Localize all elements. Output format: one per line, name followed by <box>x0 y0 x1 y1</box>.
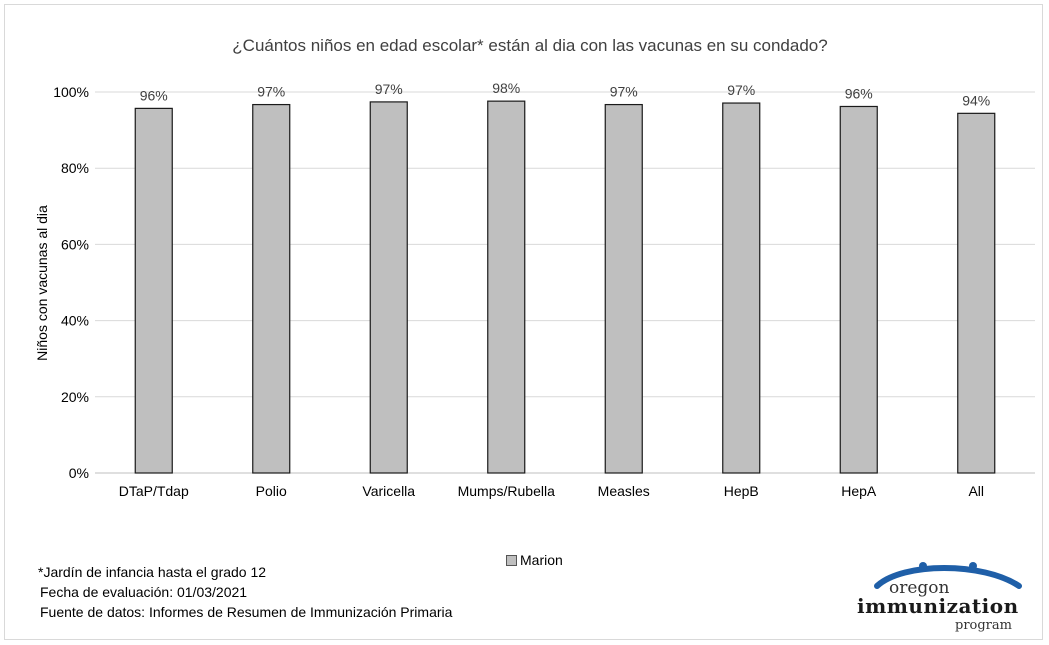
data-label: 98% <box>492 80 520 96</box>
y-tick-label: 40% <box>61 313 89 329</box>
y-tick-label: 100% <box>53 84 89 100</box>
data-label: 97% <box>257 84 285 100</box>
bar <box>604 103 643 474</box>
data-label: 97% <box>727 82 755 98</box>
data-label: 97% <box>375 81 403 97</box>
bar <box>252 103 291 474</box>
legend: Marion <box>506 552 563 568</box>
bars <box>134 100 996 474</box>
legend-swatch <box>506 554 517 566</box>
bar <box>487 100 526 474</box>
bar <box>839 105 878 474</box>
x-tick-label: Varicella <box>362 483 415 499</box>
y-axis-label: Niños con vacunas al dia <box>34 205 50 361</box>
data-label: 96% <box>140 87 168 103</box>
y-axis-ticks: 0% 20% 40% 60% 80% 100% <box>53 84 89 481</box>
data-label: 97% <box>610 84 638 100</box>
footnote-evaluation-date: Fecha de evaluación: 01/03/2021 <box>40 584 248 600</box>
bar <box>722 102 761 474</box>
logo-word-program: program <box>955 618 1012 633</box>
x-tick-label: DTaP/Tdap <box>119 483 189 499</box>
y-tick-label: 60% <box>61 236 89 252</box>
chart-title: ¿Cuántos niños en edad escolar* están al… <box>232 36 827 55</box>
x-tick-label: HepB <box>724 483 759 499</box>
logo-word-oregon: oregon <box>889 578 950 598</box>
bar <box>957 112 996 474</box>
logo-word-immunization: immunization <box>857 594 1019 618</box>
data-labels: 96% 97% 97% 98% 97% 97% 96% 94% <box>140 80 991 108</box>
x-tick-label: Polio <box>256 483 287 499</box>
gridlines <box>95 91 1035 474</box>
y-tick-label: 0% <box>69 465 89 481</box>
logo-arc-icon <box>874 562 1022 589</box>
oregon-immunization-logo: oregon immunization program <box>855 558 1030 633</box>
bar-chart: ¿Cuántos niños en edad escolar* están al… <box>34 36 1035 499</box>
data-label: 96% <box>845 85 873 101</box>
footnotes: *Jardín de infancia hasta el grado 12 Fe… <box>38 562 452 622</box>
data-label: 94% <box>962 92 990 108</box>
x-tick-label: All <box>968 483 984 499</box>
bar <box>369 101 408 474</box>
x-tick-label: Measles <box>598 483 650 499</box>
y-tick-label: 80% <box>61 160 89 176</box>
x-axis-ticks: DTaP/Tdap Polio Varicella Mumps/Rubella Meas… <box>119 483 984 499</box>
x-tick-label: Mumps/Rubella <box>458 483 555 499</box>
y-tick-label: 20% <box>61 389 89 405</box>
legend-label: Marion <box>520 552 563 568</box>
footnote-grade-range: *Jardín de infancia hasta el grado 12 <box>38 564 267 580</box>
footnote-data-source: Fuente de datos: Informes de Resumen de … <box>40 604 453 620</box>
chart-frame <box>4 4 1043 640</box>
x-tick-label: HepA <box>841 483 877 499</box>
bar <box>134 107 173 474</box>
